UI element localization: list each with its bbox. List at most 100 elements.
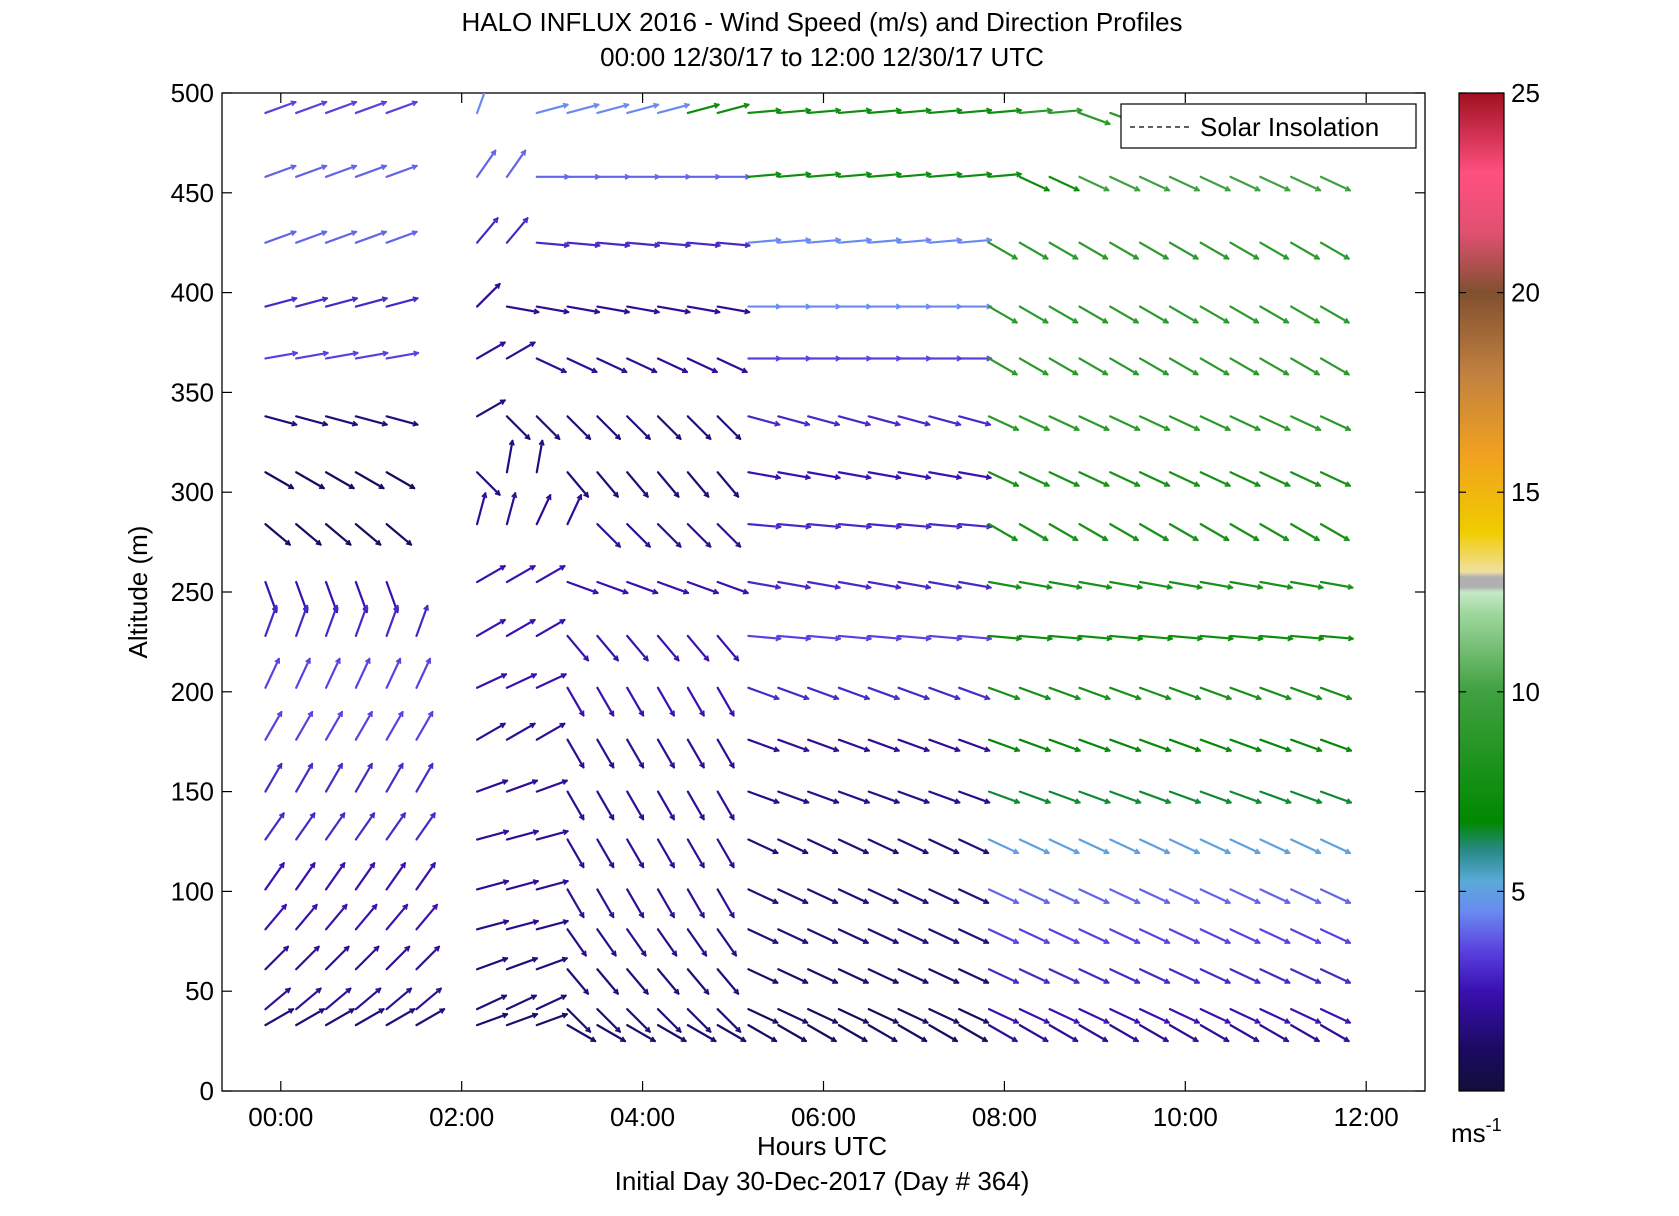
- wind-arrow-shaft: [716, 1024, 747, 1043]
- wind-arrow-shaft: [987, 686, 1021, 700]
- wind-arrow: [1048, 738, 1081, 753]
- wind-arrow: [807, 686, 840, 701]
- wind-arrow: [1229, 415, 1261, 431]
- wind-arrow-head: [834, 694, 839, 700]
- wind-arrow-shaft: [295, 987, 322, 1011]
- y-tick-label: 200: [171, 677, 214, 707]
- wind-arrow-head: [435, 987, 442, 991]
- wind-arrow: [475, 282, 501, 308]
- wind-arrow: [535, 564, 566, 584]
- wind-arrow-head: [367, 711, 373, 716]
- wind-arrow-shaft: [1048, 686, 1081, 700]
- wind-arrow-shaft: [505, 957, 539, 971]
- wind-arrow-head: [1348, 583, 1353, 589]
- wind-arrow: [385, 987, 413, 1011]
- wind-arrow-shaft: [1319, 305, 1350, 324]
- wind-arrow-shaft: [535, 957, 568, 971]
- wind-arrow-shaft: [596, 888, 615, 919]
- wind-arrow: [566, 686, 585, 717]
- wind-arrow: [295, 415, 329, 427]
- wind-arrow-head: [1315, 317, 1320, 323]
- wind-arrow-head: [1137, 583, 1143, 589]
- wind-arrow: [596, 686, 615, 717]
- wind-arrow-head: [382, 350, 388, 354]
- wind-arrow-head: [834, 746, 839, 752]
- wind-arrow-shaft: [1078, 357, 1109, 376]
- legend-label-solar-insolation: Solar Insolation: [1200, 112, 1379, 142]
- wind-arrow-shaft: [656, 471, 680, 498]
- wind-arrow-shaft: [686, 634, 710, 662]
- wind-arrow: [837, 1008, 869, 1024]
- wind-arrow-head: [1284, 369, 1289, 375]
- wind-arrow: [1229, 686, 1262, 701]
- wind-arrow-head: [1254, 1036, 1259, 1042]
- wind-arrow-shaft: [385, 297, 419, 308]
- wind-arrow-shaft: [505, 415, 531, 441]
- wind-arrow: [1109, 175, 1141, 192]
- wind-arrow-shaft: [777, 580, 811, 589]
- wind-arrow-head: [351, 164, 357, 167]
- wind-arrow-head: [865, 694, 870, 700]
- wind-arrow-head: [1105, 746, 1111, 752]
- wind-arrow-head: [622, 367, 628, 373]
- wind-arrow-head: [1226, 848, 1231, 854]
- wind-arrow-head: [1014, 1018, 1019, 1024]
- wind-arrow: [1290, 305, 1320, 324]
- wind-arrow: [1048, 471, 1080, 487]
- wind-arrow-shaft: [777, 172, 812, 178]
- wind-arrow-head: [1317, 694, 1322, 700]
- wind-arrow-shaft: [596, 357, 628, 374]
- wind-arrow-shaft: [1048, 305, 1079, 324]
- wind-arrow-shaft: [867, 686, 900, 700]
- wind-arrow-shaft: [535, 415, 561, 441]
- y-tick-label: 350: [171, 377, 214, 407]
- wind-arrow-head: [953, 1036, 958, 1042]
- wind-arrow-shaft: [626, 838, 645, 869]
- wind-arrow: [1048, 838, 1080, 855]
- wind-arrows: [264, 93, 1354, 1043]
- wind-arrow: [505, 217, 529, 244]
- wind-arrow-shaft: [566, 471, 590, 498]
- wind-arrow-head: [775, 171, 781, 175]
- wind-arrow-shaft: [897, 1024, 928, 1043]
- wind-arrow-shaft: [897, 1008, 929, 1024]
- wind-arrow-shaft: [566, 968, 590, 995]
- wind-arrow: [1199, 305, 1230, 324]
- wind-arrow: [1048, 928, 1080, 944]
- wind-arrow-shaft: [987, 1024, 1018, 1043]
- wind-arrow-head: [1014, 938, 1019, 944]
- wind-arrow-shaft: [958, 686, 991, 700]
- wind-arrow: [1259, 928, 1291, 944]
- wind-arrow-shaft: [897, 888, 929, 905]
- wind-arrow-head: [865, 583, 871, 589]
- wind-arrow-head: [1195, 938, 1200, 944]
- wind-arrow-shaft: [415, 710, 434, 741]
- wind-arrow: [1168, 415, 1201, 431]
- wind-arrow-shaft: [928, 888, 960, 905]
- wind-arrow-head: [364, 658, 370, 663]
- wind-arrow: [897, 107, 932, 115]
- wind-arrow-shaft: [807, 238, 842, 244]
- wind-arrow: [777, 415, 811, 427]
- wind-arrow-head: [772, 1036, 777, 1042]
- wind-arrow-head: [1013, 1036, 1018, 1042]
- wind-arrow: [475, 149, 497, 178]
- wind-arrow-shaft: [1259, 928, 1291, 944]
- wind-arrow-shaft: [1078, 738, 1111, 752]
- wind-arrow: [596, 928, 617, 957]
- wind-arrow-shaft: [566, 888, 585, 919]
- wind-arrow: [475, 956, 509, 971]
- wind-arrow: [1018, 523, 1049, 542]
- wind-arrow: [1199, 241, 1230, 260]
- wind-arrow-head: [803, 898, 808, 904]
- wind-arrow-shaft: [566, 103, 600, 115]
- wind-arrow: [716, 523, 742, 548]
- wind-arrow-head: [538, 440, 543, 446]
- wind-arrow: [1259, 1024, 1290, 1043]
- wind-arrow: [505, 722, 536, 741]
- wind-arrow: [324, 415, 359, 427]
- wind-arrow-shaft: [295, 657, 311, 689]
- wind-arrow-head: [1104, 425, 1110, 431]
- wind-arrow: [1259, 471, 1291, 487]
- wind-arrow: [596, 838, 615, 869]
